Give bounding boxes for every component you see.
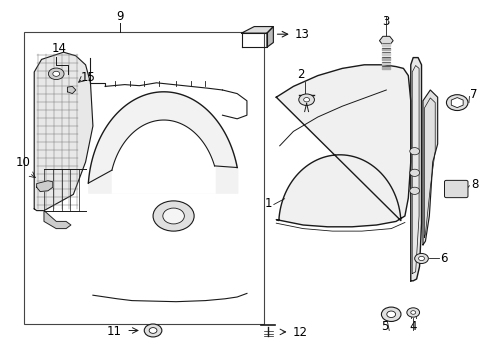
Text: 15: 15: [81, 71, 95, 84]
Text: 1: 1: [264, 197, 271, 210]
Text: 2: 2: [296, 68, 304, 81]
Circle shape: [446, 95, 467, 111]
Text: 8: 8: [470, 178, 477, 191]
Circle shape: [418, 256, 424, 261]
Text: 7: 7: [469, 88, 477, 101]
Polygon shape: [67, 86, 76, 94]
Polygon shape: [44, 211, 71, 229]
Polygon shape: [37, 181, 53, 192]
Circle shape: [409, 169, 419, 176]
Circle shape: [381, 307, 400, 321]
Text: 11: 11: [106, 325, 121, 338]
Polygon shape: [410, 58, 421, 281]
Text: 9: 9: [116, 10, 123, 23]
Text: 12: 12: [292, 327, 307, 339]
Polygon shape: [266, 27, 273, 47]
Text: 3: 3: [382, 15, 389, 28]
Circle shape: [386, 311, 395, 318]
Polygon shape: [276, 65, 410, 227]
Circle shape: [48, 68, 64, 80]
Polygon shape: [241, 27, 273, 33]
Polygon shape: [34, 52, 93, 211]
Text: 4: 4: [408, 320, 416, 333]
Circle shape: [149, 328, 157, 333]
Circle shape: [410, 311, 415, 314]
Circle shape: [163, 208, 184, 224]
Text: 6: 6: [439, 252, 447, 265]
Circle shape: [406, 308, 419, 317]
Circle shape: [409, 148, 419, 155]
Circle shape: [144, 324, 162, 337]
Circle shape: [298, 94, 314, 105]
Circle shape: [414, 253, 427, 264]
Circle shape: [303, 98, 309, 102]
Circle shape: [153, 201, 194, 231]
Text: 13: 13: [294, 28, 308, 41]
Circle shape: [409, 187, 419, 194]
Text: 14: 14: [51, 42, 66, 55]
Circle shape: [53, 71, 60, 76]
Polygon shape: [422, 90, 437, 245]
FancyBboxPatch shape: [444, 180, 467, 198]
Text: 10: 10: [16, 156, 31, 169]
Text: 5: 5: [380, 320, 388, 333]
Bar: [24, 32, 264, 324]
